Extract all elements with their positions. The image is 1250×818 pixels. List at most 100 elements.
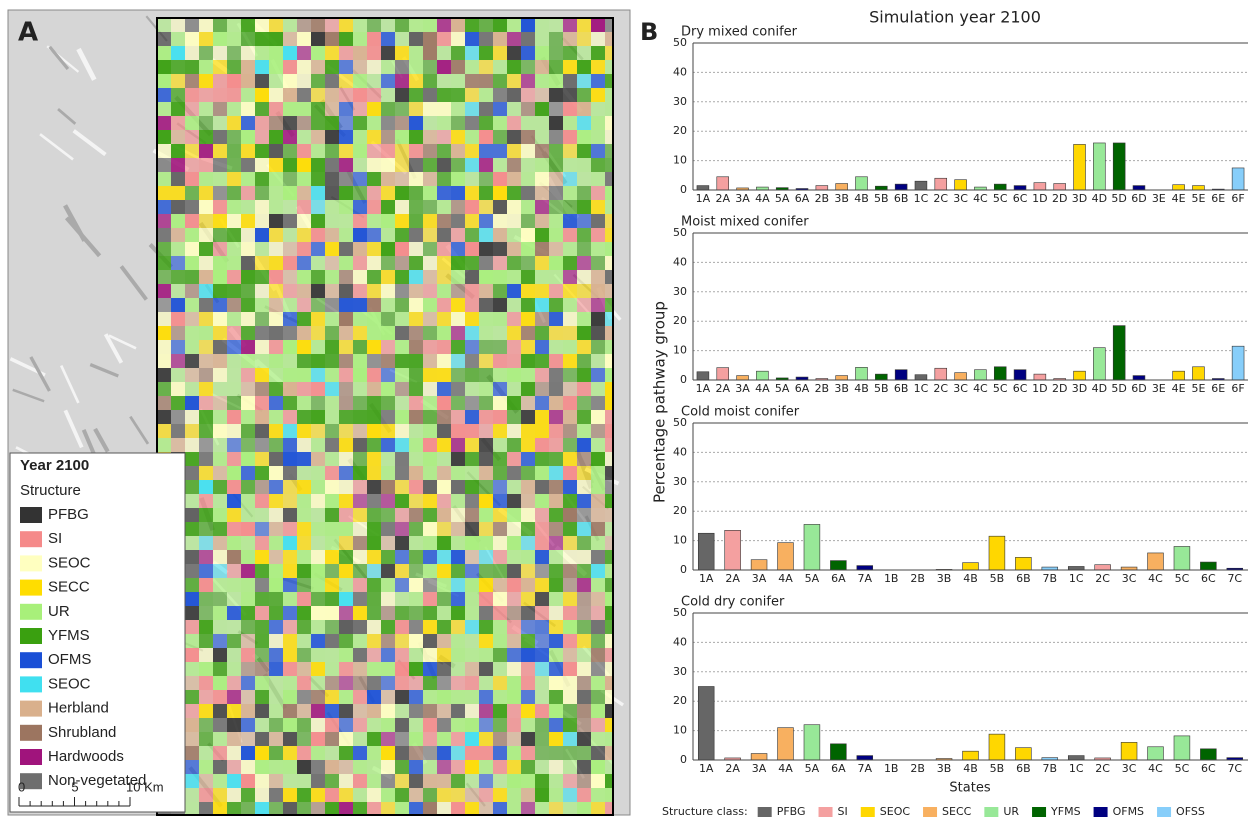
map-patch bbox=[283, 256, 297, 270]
legend-swatch bbox=[861, 807, 875, 817]
map-patch bbox=[605, 228, 613, 242]
map-patch bbox=[409, 536, 423, 550]
map-patch bbox=[605, 704, 613, 718]
map-patch bbox=[507, 802, 521, 815]
map-patch bbox=[409, 662, 423, 676]
map-patch bbox=[493, 452, 507, 466]
map-patch bbox=[199, 116, 213, 130]
map-patch bbox=[409, 256, 423, 270]
bar bbox=[955, 373, 967, 380]
map-patch bbox=[577, 396, 591, 410]
map-patch bbox=[283, 634, 297, 648]
map-patch bbox=[507, 368, 521, 382]
map-patch bbox=[507, 466, 521, 480]
map-patch bbox=[297, 18, 311, 32]
map-patch bbox=[577, 116, 591, 130]
map-patch bbox=[283, 466, 297, 480]
map-patch bbox=[535, 130, 549, 144]
map-patch bbox=[451, 424, 465, 438]
map-patch bbox=[423, 88, 437, 102]
map-patch bbox=[437, 424, 451, 438]
map-patch bbox=[353, 452, 367, 466]
map-patch bbox=[227, 410, 241, 424]
x-tick-label: 3C bbox=[953, 192, 968, 205]
map-patch bbox=[563, 312, 577, 326]
map-patch bbox=[339, 340, 353, 354]
map-patch bbox=[563, 172, 577, 186]
map-patch bbox=[549, 648, 563, 662]
map-patch bbox=[535, 32, 549, 46]
map-patch bbox=[577, 802, 591, 815]
map-patch bbox=[549, 116, 563, 130]
map-patch bbox=[353, 46, 367, 60]
map-patch bbox=[269, 158, 283, 172]
map-patch bbox=[577, 410, 591, 424]
map-patch bbox=[549, 102, 563, 116]
map-patch bbox=[465, 760, 479, 774]
map-patch bbox=[605, 522, 613, 536]
map-patch bbox=[227, 704, 241, 718]
map-patch bbox=[479, 200, 493, 214]
map-patch bbox=[255, 550, 269, 564]
map-patch bbox=[325, 284, 339, 298]
map-patch bbox=[535, 662, 549, 676]
map-patch bbox=[395, 774, 409, 788]
map-patch bbox=[535, 550, 549, 564]
map-patch bbox=[423, 74, 437, 88]
map-patch bbox=[521, 186, 535, 200]
map-patch bbox=[255, 760, 269, 774]
map-patch bbox=[521, 564, 535, 578]
map-patch bbox=[241, 774, 255, 788]
map-patch bbox=[255, 466, 269, 480]
bar bbox=[963, 563, 979, 570]
map-patch bbox=[507, 536, 521, 550]
map-patch bbox=[297, 284, 311, 298]
map-patch bbox=[381, 18, 395, 32]
map-patch bbox=[605, 130, 613, 144]
map-patch bbox=[311, 340, 325, 354]
map-patch bbox=[395, 788, 409, 802]
x-tick-label: 5B bbox=[990, 572, 1005, 585]
map-patch bbox=[437, 480, 451, 494]
map-patch bbox=[241, 802, 255, 815]
map-patch bbox=[563, 536, 577, 550]
map-patch bbox=[199, 718, 213, 732]
map-patch bbox=[437, 340, 451, 354]
map-patch bbox=[213, 186, 227, 200]
map-patch bbox=[507, 312, 521, 326]
map-patch bbox=[325, 704, 339, 718]
map-patch bbox=[437, 606, 451, 620]
map-patch bbox=[591, 74, 605, 88]
bar bbox=[895, 184, 907, 190]
map-patch bbox=[241, 396, 255, 410]
map-patch bbox=[437, 200, 451, 214]
map-patch bbox=[325, 564, 339, 578]
map-patch bbox=[241, 452, 255, 466]
map-patch bbox=[549, 788, 563, 802]
map-patch bbox=[451, 18, 465, 32]
map-patch bbox=[521, 74, 535, 88]
map-patch bbox=[591, 564, 605, 578]
map-patch bbox=[493, 396, 507, 410]
bar bbox=[974, 370, 986, 380]
map-patch bbox=[227, 774, 241, 788]
map-patch bbox=[563, 662, 577, 676]
map-patch bbox=[395, 312, 409, 326]
map-patch bbox=[297, 382, 311, 396]
map-patch bbox=[465, 424, 479, 438]
map-patch bbox=[395, 564, 409, 578]
map-patch bbox=[381, 592, 395, 606]
map-patch bbox=[367, 634, 381, 648]
map-patch bbox=[325, 130, 339, 144]
map-patch bbox=[577, 298, 591, 312]
map-patch bbox=[409, 620, 423, 634]
map-patch bbox=[283, 578, 297, 592]
map-patch bbox=[437, 214, 451, 228]
map-patch bbox=[549, 438, 563, 452]
map-patch bbox=[269, 32, 283, 46]
map-patch bbox=[185, 18, 199, 32]
map-patch bbox=[171, 186, 185, 200]
map-patch bbox=[563, 648, 577, 662]
map-patch bbox=[325, 242, 339, 256]
map-patch bbox=[325, 144, 339, 158]
